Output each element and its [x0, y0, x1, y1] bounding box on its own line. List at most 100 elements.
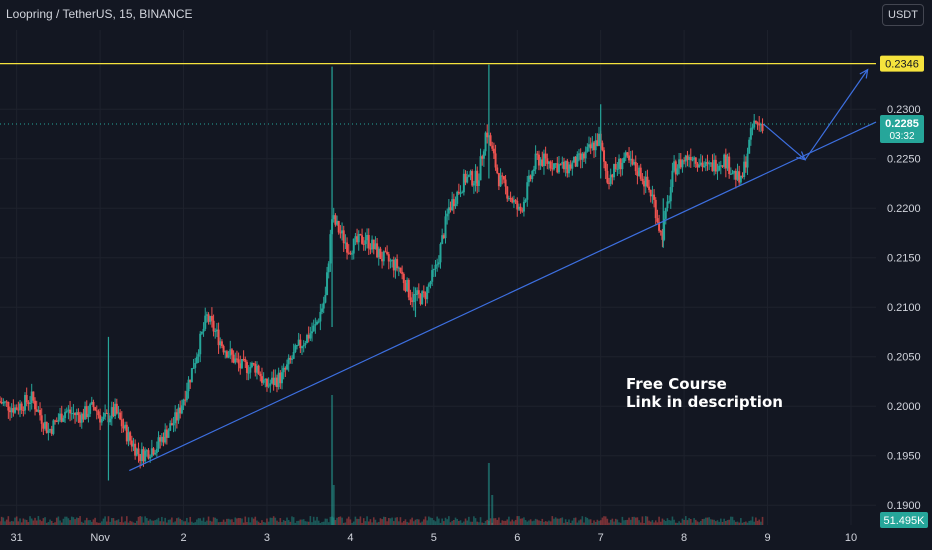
volume-bar	[429, 517, 432, 525]
candle-body	[396, 259, 399, 269]
resistance-label: 0.2346	[885, 59, 919, 71]
volume-bar	[109, 521, 111, 525]
time-axis[interactable]: 31 Nov 2 3 4 5 6 7 8 9 10	[11, 532, 858, 544]
volume-bar	[694, 519, 697, 525]
candle-body	[77, 412, 80, 416]
volume-bar	[656, 522, 659, 525]
volume-bar	[654, 520, 657, 525]
volume-bar	[423, 519, 425, 525]
volume-bar	[364, 521, 367, 525]
candle-body	[314, 324, 317, 326]
volume-bar	[629, 519, 632, 525]
volume-bar	[184, 521, 187, 525]
price-axis[interactable]: 0.2300 0.2250 0.2200 0.2150 0.2100 0.2050 0.20…	[887, 104, 921, 512]
candle-body	[260, 376, 263, 383]
volume-bar	[224, 521, 227, 525]
candle-body	[624, 152, 627, 158]
volume-bar	[362, 518, 365, 525]
candle-body	[232, 354, 235, 363]
candle-body	[534, 153, 537, 170]
volume-bar	[534, 518, 537, 525]
candle-body	[659, 230, 662, 232]
volume-bar	[351, 522, 353, 525]
candle-body	[64, 412, 67, 419]
candle-body	[234, 358, 237, 363]
candle-body	[651, 194, 654, 197]
candle-body	[247, 372, 250, 374]
candle-body	[547, 161, 550, 164]
candle-body	[90, 401, 93, 405]
volume-bar	[706, 517, 709, 525]
volume-bar	[666, 518, 669, 525]
candle-body	[673, 161, 676, 171]
candle-body	[95, 410, 98, 412]
candle-body	[172, 423, 175, 426]
volume-bar	[171, 517, 173, 525]
candle-body	[724, 154, 727, 169]
candle-body	[109, 418, 112, 423]
candle-body	[516, 200, 519, 210]
candle-body	[442, 235, 445, 239]
volume-bar	[249, 522, 252, 525]
candle-body	[432, 268, 435, 271]
volume-bar	[152, 520, 155, 525]
candle-body	[506, 186, 509, 199]
volume-bar	[481, 522, 484, 525]
symbol-title[interactable]: Loopring / TetherUS, 15, BINANCE	[6, 7, 193, 21]
candle-body	[84, 406, 87, 420]
volume-bar	[641, 516, 644, 525]
candle-body	[249, 367, 252, 373]
volume-bar	[721, 521, 724, 525]
volume-bar	[419, 522, 422, 525]
candle-body	[12, 408, 15, 413]
volume-bar	[306, 521, 308, 525]
candle-body	[678, 159, 681, 169]
volume-bar	[307, 521, 310, 525]
volume-bar	[735, 521, 737, 525]
volume-bar	[379, 518, 382, 525]
candle-body	[527, 175, 530, 183]
volume-bar	[404, 519, 407, 525]
volume-bar	[544, 521, 547, 525]
arrow-head	[859, 68, 869, 79]
candle-body	[714, 159, 717, 172]
price-tick-label: 0.2100	[887, 302, 921, 314]
candle-body	[329, 234, 332, 264]
volume-bar	[504, 520, 507, 525]
candle-body	[549, 161, 552, 169]
volume-bar	[274, 517, 277, 525]
candle-body	[187, 379, 190, 392]
volume-bar	[94, 517, 96, 525]
candle-body	[576, 154, 579, 167]
candle-body	[496, 167, 499, 174]
volume-bar	[508, 516, 510, 525]
volume-bar	[753, 521, 755, 525]
candle-body	[255, 365, 258, 373]
projection-arrows[interactable]	[762, 68, 869, 161]
candle-body	[557, 164, 560, 173]
candle-body	[676, 168, 679, 175]
candle-body	[44, 421, 47, 429]
volume-bar	[708, 517, 710, 525]
price-tick-label: 0.2250	[887, 154, 921, 166]
currency-button[interactable]: USDT	[882, 4, 924, 26]
volume-bar	[341, 517, 343, 525]
arrow-shaft	[762, 123, 806, 161]
volume-bar	[409, 519, 412, 525]
volume-bar	[112, 518, 115, 525]
candle-body	[270, 377, 273, 384]
volume-bar	[533, 520, 535, 525]
candle-body	[79, 415, 82, 423]
volume-bar	[129, 520, 131, 525]
volume-bar	[134, 522, 136, 525]
trendline[interactable]	[129, 121, 877, 472]
volume-bar	[97, 522, 100, 525]
volume-bar	[209, 520, 212, 525]
volume-bar	[691, 522, 694, 525]
candle-body	[352, 238, 355, 254]
candle-body	[464, 173, 467, 183]
candle-body	[761, 123, 764, 131]
volume-bar	[29, 516, 31, 525]
volume-bar	[604, 516, 607, 525]
